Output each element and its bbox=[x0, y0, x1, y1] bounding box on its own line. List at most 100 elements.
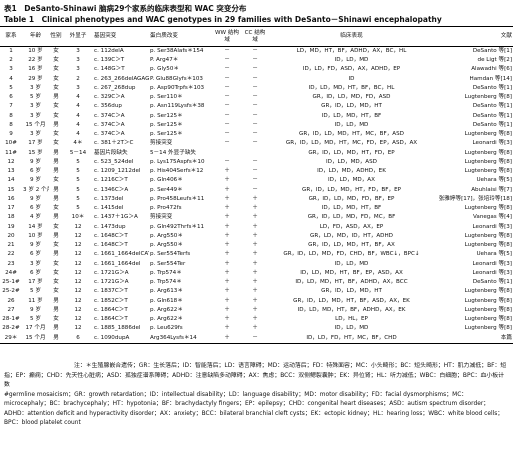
table-cell: p. Ser449＊ bbox=[150, 186, 183, 193]
table-cell: Uehara 等[5] bbox=[476, 177, 512, 184]
table-row: 10# 17 岁 女 4＊ c. 381＋2T＞C 剪接突变 － － GR，ID，LD，MD，H… bbox=[0, 139, 513, 148]
table-cell: 25-2# bbox=[2, 288, 20, 295]
table-cell: GR，ID，LD，MD，HT，BF，ASD，AX，EK bbox=[293, 297, 410, 304]
title-en: Table 1 Clinical phenotypes and WAC geno… bbox=[4, 15, 442, 24]
table-cell: p. Arg622＊ bbox=[150, 316, 183, 323]
table-cell: 5 bbox=[76, 168, 80, 175]
table-cell: 本篇 bbox=[500, 334, 512, 341]
table-cell: ＋ bbox=[224, 260, 230, 267]
table-cell: 男 bbox=[53, 168, 59, 175]
table-row: 8 3 岁 女 4 c. 374C＞A p. Ser125＊ － － ID，LD，MD，HT，B… bbox=[0, 112, 513, 121]
table-cell: 4 bbox=[76, 103, 80, 110]
table-cell: ＋ bbox=[252, 251, 258, 258]
table-cell: c. 374C＞A bbox=[94, 121, 125, 128]
notes: 注：＊生殖腺嵌合遗传；GR：生长落后；ID：智能落后；LD：语言障碍；MD：运动… bbox=[4, 362, 509, 429]
table-cell: p. Ser125＊ bbox=[150, 112, 183, 119]
table-cell: ID，LD，MD，HT，BF，ADHD，AX，BCC bbox=[295, 279, 408, 286]
table-cell: 9 岁 bbox=[30, 306, 41, 313]
table-cell: 11# bbox=[5, 149, 17, 156]
table-cell: ＋ bbox=[224, 306, 230, 313]
table-cell: 14 岁 bbox=[28, 223, 43, 230]
table-cell: 4＊ bbox=[73, 140, 83, 147]
table-cell: 女 bbox=[53, 48, 59, 54]
table-cell: p. Pro472fs bbox=[150, 205, 182, 212]
table-cell: － bbox=[224, 158, 230, 165]
table-cell: 4 bbox=[76, 112, 80, 119]
table-cell: GR，ID，LD，MD，FD，BF，EP bbox=[308, 195, 395, 202]
table-cell: GR，ID，LD，MD，HT，MC，BF，ASD bbox=[299, 131, 404, 138]
table-cell: 15 岁 bbox=[28, 149, 43, 156]
table-row: 11# 15 岁 男 5－14 基因片段缺失 5－14 外显子缺失 GR，ID，LD，MD，… bbox=[0, 149, 513, 158]
table-cell: 5 bbox=[76, 158, 80, 165]
table-cell: ID，LD，MD，HT，BF，BC，HL bbox=[308, 84, 395, 91]
table-cell: 2 bbox=[9, 57, 13, 64]
table-cell: ID，LD，FD，HT，MC，BF，CHD bbox=[306, 334, 397, 341]
table-cell: 10# bbox=[5, 140, 17, 147]
table-cell: 17 岁 bbox=[28, 140, 43, 147]
table-row: 14 9 岁 女 5 c. 1216C＞T p. Gln406＊ ＋ － ID，LD，MD，AX… bbox=[0, 176, 513, 185]
table-cell: p. Ser38Alafs＊154 bbox=[150, 48, 204, 54]
table-cell: GR，ID，LD，MD，HT，MC，FD，EP，ASD，AX bbox=[285, 140, 418, 147]
table-cell: ＋ bbox=[224, 325, 230, 332]
table-cell: 29＊ bbox=[4, 334, 18, 341]
table-cell: － bbox=[252, 66, 258, 73]
column-header: 外显子 bbox=[69, 33, 87, 39]
table-cell: P. Arg47＊ bbox=[150, 57, 179, 64]
table-cell: Vanegas 等[4] bbox=[473, 214, 512, 221]
table-cell: LD，MD，HT，BF，ADHD，AX，BC，HL bbox=[296, 48, 407, 54]
table-cell: 12 bbox=[74, 251, 82, 258]
table-cell: 12 bbox=[74, 260, 82, 267]
table-cell: 6 岁 bbox=[30, 269, 41, 276]
table-cell: c. 374C＞A bbox=[94, 131, 125, 138]
column-header: 蛋白质改变 bbox=[150, 33, 178, 39]
table-cell: Lugtenberg 等[8] bbox=[464, 325, 512, 332]
table-cell: 女 bbox=[53, 269, 59, 276]
table-cell: － bbox=[224, 66, 230, 73]
table-row: 23 3 岁 女 12 c. 1661_1664del p. Ser554Ter ＋ ＋ ID，… bbox=[0, 260, 513, 269]
table-cell: c. 1346C＞A bbox=[94, 186, 129, 193]
table-row: 7 3 岁 女 4 c. 356dup p. Asn119Lysfs＊38 － － GR，ID，… bbox=[0, 102, 513, 111]
note-en: #germline mosaicism；GR：growth retardatio… bbox=[4, 391, 504, 427]
table-cell: c. 1415del bbox=[94, 205, 124, 212]
table-cell: p. Gln618＊ bbox=[150, 297, 183, 304]
table-cell: ID，LD，MD，HT，BF bbox=[321, 205, 382, 212]
table-cell: ＋ bbox=[224, 223, 230, 230]
table-cell: c. 1864C＞T bbox=[94, 306, 128, 313]
table-cell: ＋ bbox=[252, 214, 258, 221]
table-cell: LD，FD，ASD，AX，EP bbox=[319, 223, 384, 230]
table-cell: ID，LD，MD bbox=[334, 57, 369, 64]
table-cell: ID，LD，FD，ASD，AX，ADHD，EP bbox=[302, 66, 401, 73]
table-cell: Hamdan 等[14] bbox=[469, 75, 512, 82]
table-cell: 5 岁 bbox=[30, 288, 41, 295]
table-cell: 女 bbox=[53, 177, 59, 184]
table-row: 25-2# 5 岁 女 12 c. 1837C＞T p. Arg613＊ ＋ ＋ GR，ID，L… bbox=[0, 287, 513, 296]
table-row: 17 6 岁 女 5 c. 1415del p. Pro472fs ＋ ＋ ID，LD，MD，H… bbox=[0, 204, 513, 213]
table-cell: 女 bbox=[53, 316, 59, 323]
table-cell: ＋ bbox=[252, 306, 258, 313]
table-cell: c. 148G＞T bbox=[94, 66, 125, 73]
table-cell: － bbox=[252, 57, 258, 64]
table-cell: c. 1373del bbox=[94, 195, 124, 202]
table-cell: ＋ bbox=[224, 177, 230, 184]
table-cell: p. Ser554Ter bbox=[150, 260, 186, 267]
column-header: CC 结构域 bbox=[244, 29, 266, 43]
table-cell: p. Pro458Leufs＊11 bbox=[150, 195, 205, 202]
table-cell: c. 1837C＞T bbox=[94, 288, 128, 295]
table-cell: 3 bbox=[76, 48, 80, 54]
table-cell: c. 1661_1664delCATT bbox=[94, 251, 149, 258]
table-cell: 剪接突变 bbox=[150, 140, 173, 147]
table-cell: GR，ID，LD，MD，HT，FD，EP bbox=[308, 149, 395, 156]
table-cell: 5 bbox=[76, 186, 80, 193]
table-row: 26 11 岁 男 12 c. 1852C＞T p. Gln618＊ ＋ ＋ GR，ID，LD，… bbox=[0, 297, 513, 306]
table-cell: p. Arg622＊ bbox=[150, 306, 183, 313]
table-cell: 女 bbox=[53, 131, 59, 138]
table-cell: GR，ID，LD，MD，HT，BF，AX bbox=[308, 242, 395, 249]
table-cell: 12 bbox=[7, 158, 15, 165]
table-cell: 男 bbox=[53, 232, 59, 239]
table-cell: 17 个月 bbox=[25, 325, 46, 332]
table-cell: p. Trp574＊ bbox=[150, 269, 182, 276]
table-cell: 3 岁 bbox=[30, 112, 41, 119]
table-cell: 4 bbox=[76, 121, 80, 128]
table-cell: ＋ bbox=[252, 316, 258, 323]
column-header: 年龄 bbox=[29, 33, 42, 39]
